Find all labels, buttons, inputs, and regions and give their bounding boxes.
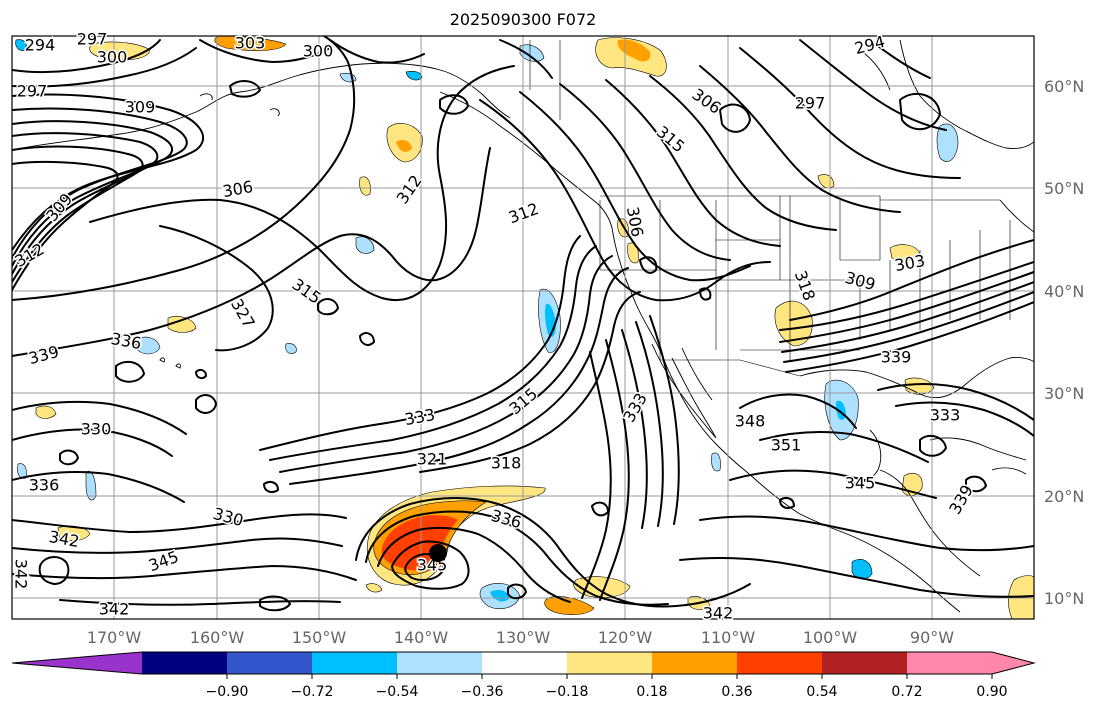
colorbar-swatch xyxy=(482,652,567,674)
colorbar-extend-low xyxy=(12,652,142,674)
map-border xyxy=(11,35,1035,620)
colorbar-outline xyxy=(11,651,1036,675)
colorbar-swatch xyxy=(652,652,737,674)
colorbar-swatch xyxy=(227,652,312,674)
longitude-label: 110°W xyxy=(701,628,756,647)
colorbar-tick-label: −0.36 xyxy=(461,684,504,700)
colorbar-tick-label: 0.18 xyxy=(636,684,667,700)
colorbar-tick-label: 0.54 xyxy=(806,684,837,700)
contour-label: 342 xyxy=(703,604,734,623)
contour-lines xyxy=(12,36,1034,612)
contour-label: 318 xyxy=(491,454,522,473)
latitude-label: 30°N xyxy=(1044,384,1084,403)
contour-label: 345 xyxy=(845,474,876,493)
colorbar-swatch xyxy=(397,652,482,674)
contour-label: 333 xyxy=(930,406,961,425)
contour-label: 309 xyxy=(125,98,156,117)
contour-label: 297 xyxy=(77,30,108,49)
latitude-label: 60°N xyxy=(1044,77,1084,96)
longitude-label: 90°W xyxy=(910,628,954,647)
contour-label: 297 xyxy=(795,94,826,113)
longitude-label: 150°W xyxy=(292,628,347,647)
latitude-label: 20°N xyxy=(1044,487,1084,506)
map-title: 2025090300 F072 xyxy=(449,10,597,29)
colorbar-swatch xyxy=(142,652,227,674)
storm-center-marker xyxy=(429,544,447,562)
contour-label: 339 xyxy=(881,348,912,367)
contour-label: 300 xyxy=(97,48,128,67)
latitude-labels: 60°N 50°N 40°N 30°N 20°N 10°N xyxy=(1044,77,1084,608)
contour-label: 321 xyxy=(417,450,448,469)
colorbar-tick-label: −0.72 xyxy=(291,684,334,700)
colorbar-swatch xyxy=(907,652,992,674)
contour-label: 297 xyxy=(17,82,48,101)
contour-label: 294 xyxy=(25,36,56,55)
contour-label: 342 xyxy=(99,600,130,619)
colorbar-tick-label: 0.36 xyxy=(721,684,752,700)
longitude-label: 100°W xyxy=(803,628,858,647)
latitude-label: 50°N xyxy=(1044,179,1084,198)
political-borders xyxy=(529,40,1011,377)
contour-label: 300 xyxy=(303,42,334,61)
contour-label: 348 xyxy=(735,412,766,431)
colorbar-swatch xyxy=(312,652,397,674)
longitude-label: 160°W xyxy=(190,628,245,647)
colorbar-swatch xyxy=(822,652,907,674)
colorbar-tick-label: −0.54 xyxy=(376,684,419,700)
longitude-label: 170°W xyxy=(87,628,142,647)
colorbar-swatch xyxy=(737,652,822,674)
latitude-label: 10°N xyxy=(1044,589,1084,608)
colorbar-swatch xyxy=(567,652,652,674)
contour-label: 336 xyxy=(29,476,60,495)
colorbar-tick-label: −0.90 xyxy=(206,684,249,700)
colorbar-extend-high xyxy=(992,652,1034,674)
longitude-labels: 170°W 160°W 150°W 140°W 130°W 120°W 110°W 100°W… xyxy=(87,628,954,647)
colorbar: −0.90 −0.72 −0.54 −0.36 −0.18 0.18 0.36 0.54 0.7… xyxy=(11,651,1036,700)
contour-label: 303 xyxy=(235,34,266,53)
colorbar-tick-label: 0.72 xyxy=(891,684,922,700)
contour-label: 342 xyxy=(12,559,31,590)
colorbar-tick-label: 0.90 xyxy=(976,684,1007,700)
longitude-label: 130°W xyxy=(496,628,551,647)
colorbar-tick-label: −0.18 xyxy=(546,684,589,700)
longitude-label: 140°W xyxy=(394,628,449,647)
contour-label: 330 xyxy=(81,420,112,439)
contour-label: 351 xyxy=(771,436,802,455)
longitude-label: 120°W xyxy=(598,628,653,647)
latitude-label: 40°N xyxy=(1044,282,1084,301)
